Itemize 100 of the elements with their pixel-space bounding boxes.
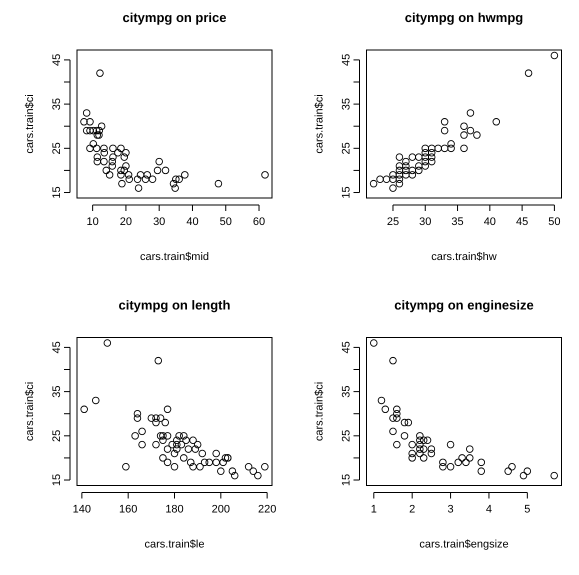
- point: [94, 158, 102, 166]
- point: [402, 162, 410, 170]
- point: [170, 463, 178, 470]
- point: [458, 454, 466, 462]
- point: [173, 445, 181, 453]
- point: [416, 432, 424, 440]
- point: [460, 131, 468, 139]
- point: [86, 144, 94, 152]
- point: [524, 69, 532, 77]
- point: [180, 454, 188, 462]
- point: [396, 171, 404, 179]
- y-axis-title: cars.train$ci: [24, 382, 36, 442]
- point: [396, 176, 404, 183]
- point: [389, 356, 397, 364]
- point: [439, 463, 447, 470]
- point: [109, 153, 117, 161]
- point: [396, 180, 404, 188]
- point: [120, 166, 128, 174]
- x-tick-label: 160: [119, 504, 138, 516]
- point: [261, 171, 269, 179]
- x-axis-title: cars.train$le: [144, 538, 204, 550]
- x-tick-label: 40: [186, 216, 199, 228]
- point: [434, 144, 442, 152]
- y-tick-label: 25: [51, 142, 63, 154]
- x-tick-label: 200: [212, 504, 230, 516]
- point: [134, 184, 142, 192]
- x-tick-label: 50: [220, 216, 232, 228]
- y-tick-label: 45: [51, 54, 63, 66]
- y-tick-label: 15: [51, 186, 63, 199]
- point: [92, 144, 100, 152]
- point: [212, 458, 220, 466]
- y-tick-label: 25: [340, 142, 352, 154]
- point: [446, 463, 454, 470]
- point: [230, 472, 238, 480]
- x-axis-title: cars.train$hw: [431, 251, 497, 263]
- point: [422, 153, 430, 161]
- point: [138, 440, 146, 448]
- x-tick-label: 10: [86, 216, 99, 228]
- point: [460, 122, 468, 130]
- x-tick-label: 4: [486, 504, 492, 516]
- point: [466, 126, 474, 134]
- point: [90, 140, 98, 148]
- point: [189, 463, 197, 470]
- y-tick-label: 15: [340, 474, 352, 486]
- point: [422, 148, 430, 156]
- point: [162, 166, 170, 174]
- point: [194, 440, 202, 448]
- point: [86, 118, 94, 126]
- point: [254, 472, 262, 480]
- point: [134, 414, 142, 422]
- point: [155, 158, 163, 166]
- x-tick-label: 50: [548, 216, 561, 228]
- point: [446, 440, 454, 448]
- point: [440, 118, 448, 126]
- point: [124, 171, 132, 179]
- x-tick-label: 45: [516, 216, 528, 228]
- point: [416, 445, 424, 453]
- point: [156, 414, 164, 422]
- point: [217, 467, 225, 475]
- point: [173, 436, 181, 444]
- y-tick-label: 15: [51, 474, 63, 486]
- point: [550, 52, 558, 60]
- point: [447, 140, 455, 148]
- point: [100, 144, 108, 152]
- x-tick-label: 60: [252, 216, 266, 228]
- y-tick-label: 35: [51, 385, 63, 398]
- x-tick-label: 40: [484, 216, 496, 228]
- chart-title: citympg on enginesize: [394, 298, 534, 312]
- point: [175, 432, 183, 440]
- point: [228, 467, 236, 475]
- point: [117, 171, 125, 179]
- point: [520, 472, 528, 480]
- point: [422, 162, 430, 170]
- point: [86, 126, 94, 134]
- point: [148, 414, 156, 422]
- point: [184, 445, 192, 453]
- point: [161, 418, 169, 426]
- point: [108, 162, 116, 170]
- point: [118, 180, 126, 188]
- point: [173, 440, 181, 448]
- point: [138, 428, 146, 436]
- point: [428, 445, 436, 453]
- point: [222, 454, 230, 462]
- point: [466, 445, 474, 453]
- x-axis-title: cars.train$engsize: [419, 538, 509, 550]
- point: [114, 148, 122, 156]
- point: [408, 440, 416, 448]
- point: [424, 436, 432, 444]
- point: [189, 436, 197, 444]
- chart-title: citympg on length: [118, 298, 231, 312]
- x-tick-label: 140: [72, 504, 92, 516]
- y-tick-label: 25: [51, 430, 63, 442]
- point: [422, 158, 430, 166]
- point: [108, 158, 116, 166]
- point: [159, 432, 167, 440]
- y-axis-title: cars.train$ci: [314, 382, 326, 442]
- point: [389, 176, 397, 183]
- point: [148, 176, 156, 183]
- point: [152, 414, 160, 422]
- point: [80, 118, 88, 126]
